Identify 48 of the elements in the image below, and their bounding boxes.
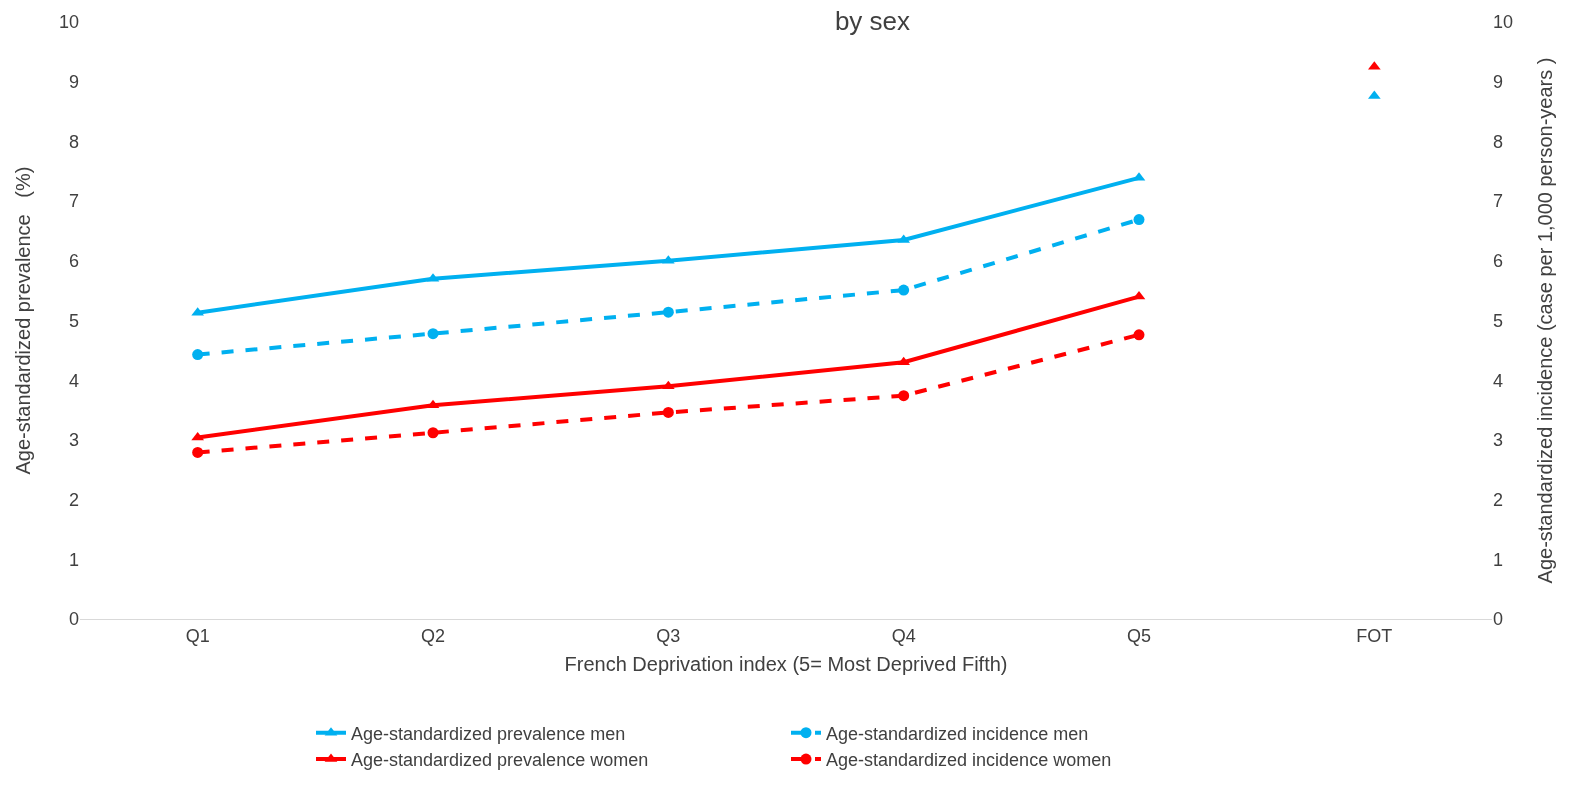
legend-label: Age-standardized prevalence women	[351, 750, 649, 771]
y2-tick-label: 10	[1493, 12, 1514, 33]
point	[426, 399, 440, 409]
point	[427, 427, 439, 439]
y2-tick-label: 9	[1493, 72, 1504, 92]
y-tick-label: 2	[68, 489, 79, 510]
point	[898, 390, 910, 402]
x-tick-label: Q1	[185, 625, 210, 646]
x-axis-title: French Deprivation index (5= Most Deprived Fifth)	[564, 653, 1008, 676]
y2-tick-label: 8	[1493, 131, 1504, 152]
y-tick-label: 7	[68, 191, 79, 212]
y-axis-title: Age-standardized prevalence (%)	[12, 166, 34, 475]
y2-tick-label: 4	[1493, 370, 1504, 391]
y2-tick-label: 7	[1493, 191, 1504, 212]
point	[192, 349, 204, 361]
x-tick-label: Q2	[420, 625, 446, 646]
y2-tick-label: 2	[1493, 489, 1504, 510]
y-tick-label: 5	[68, 310, 79, 331]
point	[427, 328, 439, 340]
x-tick-label: Q5	[1126, 625, 1152, 646]
y-tick-label: 8	[68, 131, 79, 152]
point	[897, 356, 911, 366]
legend-label: Age-standardized prevalence men	[351, 723, 626, 744]
y-tick-label: 3	[68, 430, 79, 451]
y-tick-label: 10	[58, 12, 79, 33]
y2-tick-label: 0	[1493, 609, 1504, 630]
x-tick-label: FOT	[1356, 625, 1393, 646]
point	[662, 406, 674, 418]
x-tick-label: Q4	[891, 625, 916, 646]
point	[898, 284, 910, 296]
y2-tick-label: 5	[1493, 310, 1504, 331]
x-tick-label: Q3	[656, 625, 681, 646]
y-tick-label: 9	[68, 72, 79, 92]
point	[1133, 329, 1145, 341]
y-tick-label: 6	[68, 251, 79, 272]
y2-tick-label: 1	[1493, 549, 1504, 570]
y2-axis-title: Age-standardized incidence (case per 1,000 person-years )	[1534, 57, 1556, 584]
y2-tick-label: 6	[1493, 251, 1504, 272]
point	[1133, 214, 1145, 226]
y-tick-label: 4	[68, 370, 79, 391]
legend-label: Age-standardized incidence men	[826, 723, 1089, 744]
legend-label: Age-standardized incidence women	[826, 750, 1112, 771]
y-tick-label: 1	[68, 549, 79, 570]
y2-tick-label: 3	[1493, 430, 1504, 451]
point	[662, 306, 674, 318]
y-tick-label: 0	[68, 609, 79, 630]
point	[192, 446, 204, 458]
chart-title: by sex	[834, 6, 911, 37]
